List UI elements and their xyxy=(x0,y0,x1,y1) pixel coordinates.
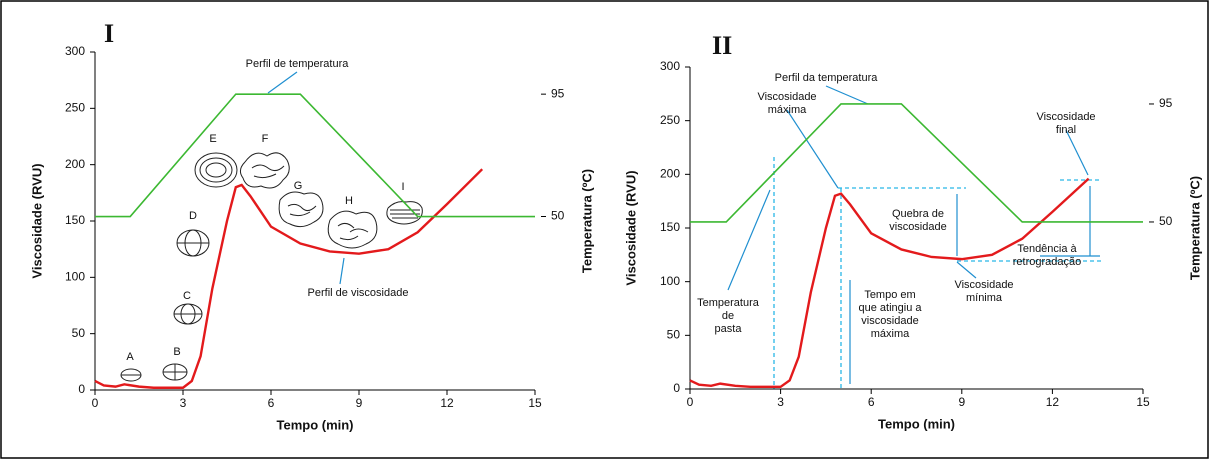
x-tick-label: 3 xyxy=(777,395,784,409)
y-tick-label: 0 xyxy=(673,381,680,395)
annotation: Tendência à retrogradação xyxy=(1013,243,1082,268)
annotation-line: B xyxy=(173,346,180,358)
x-tick-label: 6 xyxy=(868,395,875,409)
y2-axis-label: Temperatura (ºC) xyxy=(1187,176,1202,280)
x-tick-label: 3 xyxy=(180,396,187,410)
y-tick-label: 200 xyxy=(65,157,85,171)
arrows-and-guides xyxy=(267,71,1100,384)
annotation: I xyxy=(401,181,404,193)
dashed-guides xyxy=(773,157,1102,389)
annotation: Tempo em que atingiu a viscosidade máxima xyxy=(859,289,923,340)
annotation: Viscosidade final xyxy=(1036,111,1095,136)
annotation-line: Perfil de temperatura xyxy=(246,58,350,70)
annotation-line: Quebra de xyxy=(892,208,944,220)
y-tick-label: 250 xyxy=(660,113,680,127)
annotation: D xyxy=(189,210,197,222)
x-tick-label: 9 xyxy=(356,396,363,410)
y-tick-label: 200 xyxy=(660,167,680,181)
x-tick-label: 15 xyxy=(1136,395,1150,409)
y-tick-label: 100 xyxy=(65,270,85,284)
x-axis-label: Tempo (min) xyxy=(878,416,955,431)
annotation-line: Tendência à xyxy=(1017,243,1077,255)
x-tick-label: 15 xyxy=(528,396,542,410)
annotation: C xyxy=(183,290,191,302)
y-tick-label: 300 xyxy=(660,59,680,73)
y-tick-label: 50 xyxy=(667,328,681,342)
annotation: Perfil da temperatura xyxy=(775,72,879,84)
annotation-line: máxima xyxy=(768,104,807,116)
x-tick-label: 9 xyxy=(958,395,965,409)
granules xyxy=(120,152,423,382)
panel-label: I xyxy=(104,19,114,48)
annotation-line: Viscosidade xyxy=(757,91,816,103)
annotation: B xyxy=(173,346,180,358)
annotation: Temperatura de pasta xyxy=(697,297,760,335)
y-tick-label: 50 xyxy=(72,326,86,340)
annotation-line: máxima xyxy=(871,328,910,340)
annotation-line: Viscosidade xyxy=(954,279,1013,291)
annotation-line: H xyxy=(345,195,353,207)
x-axis-label: Tempo (min) xyxy=(276,417,353,432)
y-tick-label: 100 xyxy=(660,274,680,288)
annotation-line: A xyxy=(126,351,134,363)
viscosity-line xyxy=(689,177,1090,389)
x-tick-label: 0 xyxy=(687,395,694,409)
annotation-line: viscosidade xyxy=(861,315,918,327)
annotation-line: D xyxy=(189,210,197,222)
annotation-line: pasta xyxy=(715,323,743,335)
y-tick-label: 0 xyxy=(78,382,85,396)
annotation-line: de xyxy=(722,310,734,322)
y-axis-label: Viscosidade (RVU) xyxy=(29,163,44,278)
annotation: Perfil de viscosidade xyxy=(308,287,409,299)
x-tick-label: 12 xyxy=(440,396,454,410)
annotation-line: Perfil de viscosidade xyxy=(308,287,409,299)
annotation-line: I xyxy=(401,181,404,193)
annotation: E xyxy=(209,133,216,145)
annotation-line: mínima xyxy=(966,292,1003,304)
annotation: G xyxy=(294,180,303,192)
y-tick-label: 150 xyxy=(660,220,680,234)
x-tick-label: 12 xyxy=(1046,395,1060,409)
annotation: Quebra de viscosidade xyxy=(889,208,946,233)
annotation: A xyxy=(126,351,134,363)
annotation-line: E xyxy=(209,133,216,145)
y-tick-label: 300 xyxy=(65,44,85,58)
annotation-line: viscosidade xyxy=(889,221,946,233)
annotation-line: Viscosidade xyxy=(1036,111,1095,123)
annotation-line: Tempo em xyxy=(864,289,915,301)
annotation-line: que atingiu a xyxy=(859,302,923,314)
annotation: F xyxy=(262,133,269,145)
y-axis-label: Viscosidade (RVU) xyxy=(623,170,638,285)
annotation-line: G xyxy=(294,180,303,192)
y-tick-label: 150 xyxy=(65,213,85,227)
viscosity-line xyxy=(94,168,484,389)
annotation-line: C xyxy=(183,290,191,302)
annotation: H xyxy=(345,195,353,207)
y2-axis-label: Temperatura (ºC) xyxy=(579,169,594,273)
temperature-line xyxy=(95,93,535,218)
y2-tick-label: 50 xyxy=(1159,214,1173,228)
x-tick-label: 6 xyxy=(268,396,275,410)
annotation: Viscosidade mínima xyxy=(954,279,1013,304)
panel-label: II xyxy=(712,31,732,60)
y-tick-label: 250 xyxy=(65,101,85,115)
y2-tick-label: 50 xyxy=(551,209,565,223)
y2-tick-label: 95 xyxy=(1159,96,1173,110)
annotation-line: Perfil da temperatura xyxy=(775,72,879,84)
temperature-line xyxy=(690,103,1143,223)
y2-tick-label: 95 xyxy=(551,86,565,100)
annotation-line: final xyxy=(1056,124,1076,136)
annotation: Viscosidade máxima xyxy=(757,91,816,116)
annotation-line: F xyxy=(262,133,269,145)
annotation-line: Temperatura xyxy=(697,297,760,309)
x-tick-label: 0 xyxy=(92,396,99,410)
annotation-line: retrogradação xyxy=(1013,256,1082,268)
annotation: Perfil de temperatura xyxy=(246,58,350,70)
